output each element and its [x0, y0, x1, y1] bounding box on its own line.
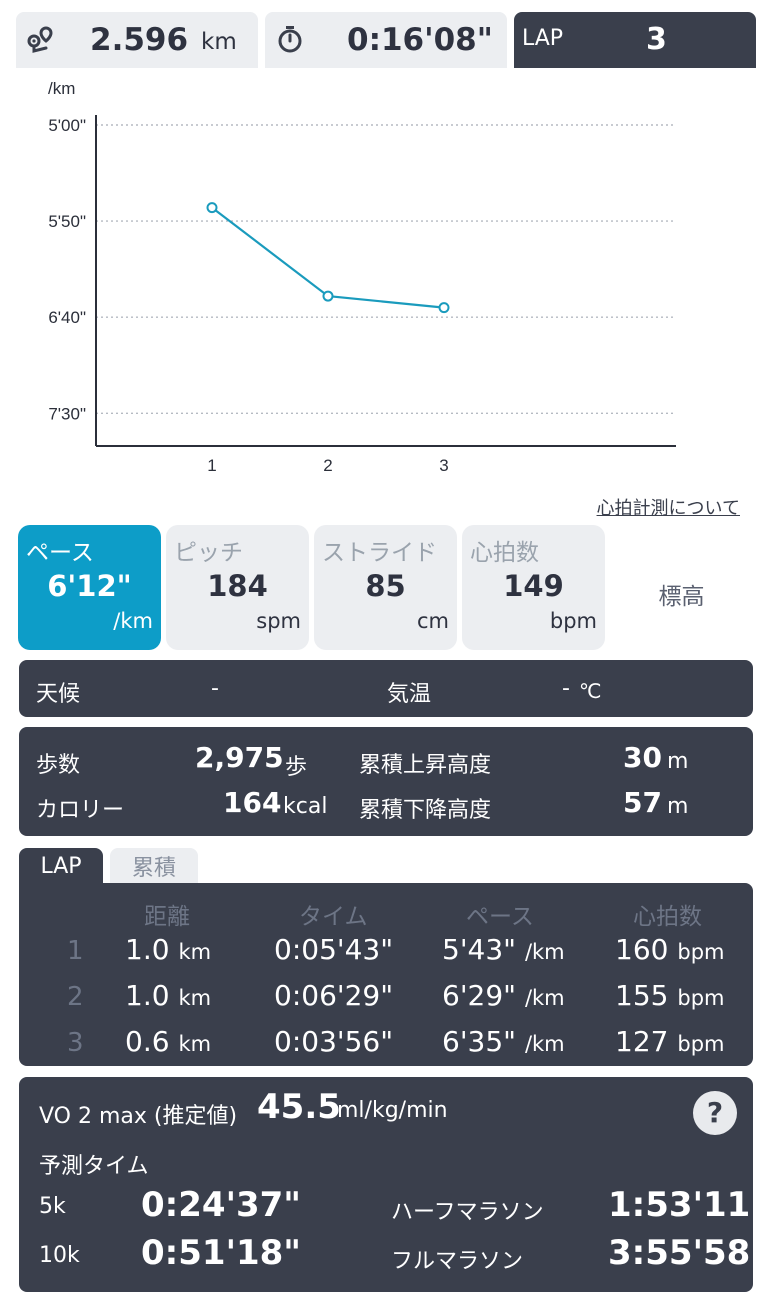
vo2max-unit: ml/kg/min: [337, 1098, 448, 1123]
temperature-value: -: [562, 676, 570, 701]
metric-name: ペース: [26, 540, 94, 566]
col-header-time: タイム: [299, 904, 368, 930]
metric-tab-pitch[interactable]: ピッチ 184 spm: [166, 525, 309, 650]
distance-value: 2.596: [90, 22, 189, 58]
temperature-label: 気温: [387, 682, 432, 707]
predict-full-label: フルマラソン: [391, 1249, 524, 1274]
metric-unit: cm: [416, 609, 449, 633]
calories-label: カロリー: [36, 798, 125, 823]
lap-panel: LAP 3: [514, 12, 756, 68]
metric-tab-heart-rate[interactable]: 心拍数 149 bpm: [462, 525, 605, 650]
data-point: [322, 290, 334, 302]
lap-time: 0:05'43": [274, 933, 394, 966]
data-point: [206, 202, 218, 214]
ascent-value: 30: [623, 741, 662, 774]
metric-tab-stride[interactable]: ストライド 85 cm: [314, 525, 457, 650]
vo2max-value: 45.5: [257, 1087, 341, 1127]
metric-name: 標高: [658, 584, 705, 610]
lap-value: 3: [646, 22, 667, 57]
vo2max-panel: VO 2 max (推定値) 45.5 ml/kg/min ? 予測タイム 5k…: [19, 1077, 768, 1292]
predict-5k-value: 0:24'37": [141, 1185, 302, 1225]
col-header-pace: ペース: [466, 904, 534, 930]
y-tick-label: 5'00": [48, 116, 86, 135]
lap-time: 0:06'29": [274, 979, 394, 1012]
predict-full-value: 3:55'58": [608, 1233, 769, 1273]
descent-unit: m: [667, 794, 689, 819]
lap-time: 0:03'56": [274, 1025, 394, 1058]
metric-unit: spm: [256, 609, 301, 633]
temperature-unit: ℃: [579, 679, 602, 703]
steps-label: 歩数: [36, 753, 81, 778]
metric-unit: bpm: [549, 609, 597, 633]
descent-label: 累積下降高度: [359, 798, 492, 823]
metric-value: 149: [503, 569, 564, 603]
lap-pace: 5'43" /km: [442, 933, 565, 966]
lap-index: 1: [67, 936, 84, 966]
lap-label: LAP: [522, 26, 564, 51]
distance-unit: km: [201, 29, 237, 55]
tab-lap[interactable]: LAP: [19, 848, 103, 884]
metric-value: 6'12": [47, 569, 132, 603]
lap-index: 3: [67, 1028, 84, 1058]
weather-label: 天候: [36, 682, 81, 707]
steps-unit: 歩: [285, 755, 308, 780]
vo2max-label: VO 2 max (推定値): [39, 1104, 238, 1129]
tab-cumulative[interactable]: 累積: [110, 848, 198, 884]
lap-table: 距離 タイム ペース 心拍数 1 1.0 km 0:05'43" 5'43" /…: [19, 883, 753, 1066]
steps-value: 2,975: [195, 741, 284, 774]
metric-name: ピッチ: [174, 540, 243, 566]
predicted-time-label: 予測タイム: [39, 1154, 149, 1179]
ascent-label: 累積上昇高度: [359, 753, 492, 778]
calories-value: 164: [223, 786, 282, 819]
col-header-heart-rate: 心拍数: [633, 904, 702, 930]
calories-unit: kcal: [283, 794, 328, 819]
data-point: [438, 302, 450, 314]
activity-stats-panel: 歩数 2,975 歩 累積上昇高度 30 m カロリー 164 kcal 累積下…: [19, 727, 753, 836]
y-axis-unit-label: /km: [48, 79, 75, 98]
x-tick-label: 2: [323, 456, 332, 475]
distance-panel: 2.596 km: [16, 12, 258, 68]
ascent-unit: m: [667, 749, 689, 774]
lap-distance: 1.0 km: [125, 979, 212, 1012]
elapsed-time-value: 0:16'08": [347, 22, 493, 58]
lap-heart-rate: 155 bpm: [615, 979, 725, 1012]
metric-tab-pace[interactable]: ペース 6'12" /km: [18, 525, 161, 650]
lap-pace: 6'35" /km: [442, 1025, 565, 1058]
descent-value: 57: [623, 786, 662, 819]
weather-panel: 天候 - 気温 - ℃: [19, 660, 753, 717]
predict-10k-label: 10k: [39, 1243, 80, 1268]
metric-tab-elevation[interactable]: 標高: [610, 525, 753, 650]
pace-chart-svg: /km 5'00" 5'50" 6'40" 7'30" 1 2 3: [48, 79, 676, 475]
predict-half-value: 1:53'11": [608, 1185, 769, 1225]
metric-unit: /km: [113, 609, 153, 633]
metric-value: 184: [207, 569, 268, 603]
y-tick-label: 7'30": [48, 404, 86, 423]
pace-chart: /km 5'00" 5'50" 6'40" 7'30" 1 2 3: [0, 70, 772, 490]
weather-value: -: [211, 676, 219, 701]
metric-value: 85: [365, 569, 406, 603]
col-header-distance: 距離: [144, 904, 190, 930]
predict-half-label: ハーフマラソン: [391, 1200, 544, 1225]
heart-rate-info-link[interactable]: 心拍計測について: [596, 498, 740, 519]
lap-index: 2: [67, 982, 84, 1012]
y-tick-label: 6'40": [48, 308, 86, 327]
metric-name: 心拍数: [470, 540, 539, 566]
y-tick-label: 5'50": [48, 212, 86, 231]
time-panel: 0:16'08": [265, 12, 507, 68]
lap-distance: 0.6 km: [125, 1025, 212, 1058]
lap-distance: 1.0 km: [125, 933, 212, 966]
top-stat-bar: 2.596 km 0:16'08" LAP 3: [0, 0, 772, 68]
metric-name: ストライド: [322, 540, 437, 566]
lap-heart-rate: 160 bpm: [615, 933, 725, 966]
x-tick-label: 3: [439, 456, 448, 475]
predict-5k-label: 5k: [39, 1194, 66, 1219]
lap-pace: 6'29" /km: [442, 979, 565, 1012]
lap-heart-rate: 127 bpm: [615, 1025, 725, 1058]
stopwatch-icon: [278, 26, 302, 53]
x-tick-label: 1: [207, 456, 216, 475]
route-icon: [27, 26, 53, 53]
help-icon[interactable]: ?: [693, 1091, 737, 1135]
predict-10k-value: 0:51'18": [141, 1233, 302, 1273]
